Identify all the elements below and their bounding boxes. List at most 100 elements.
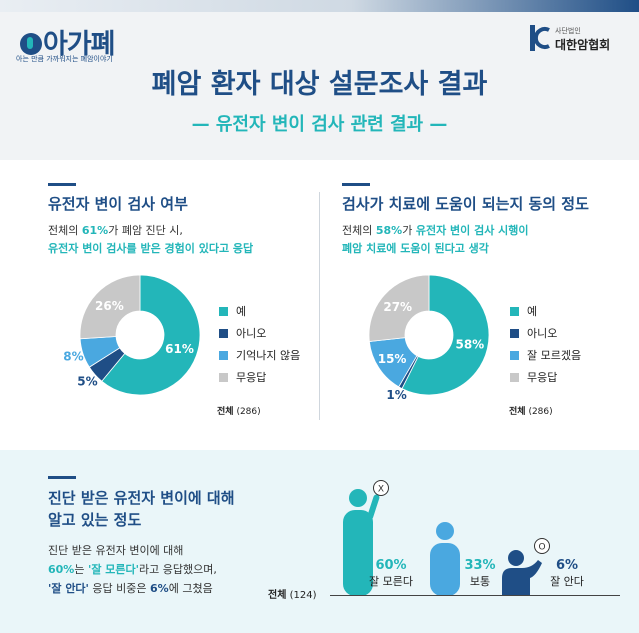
association-logo: 사단법인 대한암협회 (529, 24, 625, 54)
sign-x-label: X (378, 485, 384, 495)
person-not-knowing-icon: X (343, 480, 389, 596)
total-label: 전체 (509, 407, 526, 417)
legend-swatch (510, 350, 519, 360)
total-label: 전체 (268, 590, 287, 601)
pie-slice (101, 274, 201, 396)
legend-label: 예 (236, 305, 247, 318)
top-gradient-bar (0, 0, 639, 12)
total-count: (286) (528, 407, 553, 417)
section2-bar (342, 183, 370, 186)
bar-total: 전체 (124) (268, 586, 316, 601)
s3-percent2: 6% (150, 582, 169, 595)
legend-swatch (510, 306, 519, 316)
s2-desc-highlight: 유전자 변이 검사 시행이 (415, 224, 529, 237)
section3-title-line2: 알고 있는 정도 (48, 511, 142, 529)
s2-desc-text: 전체의 (342, 224, 376, 237)
s3-desc-line2: 60%는 '잘 모른다'라고 응답했으며, (48, 560, 217, 579)
pie-slice-label: 26% (95, 299, 124, 313)
legend-item: 아니오 (510, 322, 581, 344)
section-divider (319, 192, 320, 420)
total-count: (124) (289, 590, 317, 601)
section1-desc-line2: 유전자 변이 검사를 받은 경험이 있다고 응답 (48, 242, 254, 255)
bottom-panel (0, 450, 639, 633)
bar-category-label: 잘 안다 (550, 575, 584, 588)
legend-swatch (219, 328, 228, 338)
legend-item: 아니오 (219, 322, 300, 344)
s1-desc-text: 전체의 (48, 224, 82, 237)
s3-desc-line3: '잘 안다' 응답 비중은 6%에 그쳤음 (48, 579, 217, 598)
bar-value-label: 60% (375, 558, 407, 573)
section3-description: 진단 받은 유전자 변이에 대해 60%는 '잘 모른다'라고 응답했으며, '… (48, 541, 217, 598)
s3-percent: 60% (48, 563, 75, 576)
legend-1: 예 아니오 기억나지 않음 무응답 (219, 300, 300, 388)
legend-item: 기억나지 않음 (219, 344, 300, 366)
section1-desc-line1: 전체의 61%가 폐암 진단 시, (48, 222, 253, 240)
total-count: (286) (236, 407, 261, 417)
legend-label: 아니오 (236, 327, 267, 340)
sign-o-label: O (538, 543, 545, 553)
section2-desc-line2: 폐암 치료에 도움이 된다고 생각 (342, 242, 489, 255)
pie-slice-label: 58% (455, 338, 484, 352)
s2-desc-percent: 58% (375, 224, 403, 237)
legend-swatch (219, 350, 228, 360)
bar-category-label: 잘 모른다 (369, 575, 413, 588)
section1-description: 전체의 61%가 폐암 진단 시, 유전자 변이 검사를 받은 경험이 있다고 … (48, 222, 253, 258)
s1-desc-percent: 61% (81, 224, 109, 237)
legend-label: 무응답 (236, 371, 267, 384)
bar-baseline (330, 595, 620, 596)
pie-slice (368, 274, 430, 342)
legend-swatch (510, 328, 519, 338)
s3-text4: 에 그쳤음 (168, 582, 213, 595)
pie-slice-label: 8% (63, 350, 83, 364)
legend-label: 기억나지 않음 (236, 349, 301, 362)
person-knowing-icon: O (502, 538, 550, 596)
person-average-icon (430, 522, 460, 596)
section3-title-line1: 진단 받은 유전자 변이에 대해 (48, 489, 235, 507)
pie-slice-label: 1% (386, 388, 406, 402)
s2-desc-text2: 가 (402, 224, 416, 237)
logo-mark-icon (20, 33, 42, 55)
logo: 아가폐 (20, 22, 116, 61)
s3-desc-line1: 진단 받은 유전자 변이에 대해 (48, 544, 184, 557)
section2-desc-line1: 전체의 58%가 유전자 변이 검사 시행이 (342, 222, 529, 240)
pie-chart-2: 58% 1% 15% 27% (368, 274, 490, 402)
legend-item: 잘 모르겠음 (510, 344, 581, 366)
bar-stat: 33% 보통 (460, 558, 500, 589)
association-emblem-icon (530, 25, 550, 51)
s3-text2: 라고 응답했으며, (139, 563, 217, 576)
association-type: 사단법인 (555, 27, 581, 35)
legend-item: 예 (510, 300, 581, 322)
pie-slice-label: 15% (378, 352, 407, 366)
section3-bar (48, 476, 76, 479)
s1-desc-text2: 가 폐암 진단 시, (108, 224, 183, 237)
legend-swatch (219, 306, 228, 316)
pie-slice-label: 61% (165, 342, 194, 356)
page-title: 폐암 환자 대상 설문조사 결과 (151, 69, 488, 100)
legend-item: 무응답 (219, 366, 300, 388)
total-label: 전체 (217, 407, 234, 417)
bar-stat: 6% 잘 안다 (542, 558, 592, 589)
legend-label: 아니오 (527, 327, 558, 340)
section3-title: 진단 받은 유전자 변이에 대해 알고 있는 정도 (48, 487, 235, 531)
s3-text3: 응답 비중은 (88, 582, 151, 595)
section2-title: 검사가 치료에 도움이 되는지 동의 정도 (342, 195, 589, 213)
legend-label: 무응답 (527, 371, 558, 384)
pie1-total: 전체 (286) (217, 404, 261, 417)
pie-slice-label: 5% (77, 374, 97, 388)
s3-highlight2: '잘 안다' (48, 582, 89, 595)
bar-value-label: 33% (464, 558, 496, 573)
bar-stat: 60% 잘 모른다 (366, 558, 416, 589)
legend-swatch (219, 372, 228, 382)
pie-slice (401, 274, 490, 396)
s3-text: 는 (74, 563, 88, 576)
pie-chart-1: 61% 5% 8% 26% (63, 274, 201, 396)
section1-title: 유전자 변이 검사 여부 (48, 195, 188, 213)
pie2-total: 전체 (286) (509, 404, 553, 417)
legend-2: 예 아니오 잘 모르겠음 무응답 (510, 300, 581, 388)
logo-tagline: 아는 만큼 가까워지는 폐암이야기 (16, 55, 113, 63)
bar-category-label: 보통 (469, 575, 491, 588)
legend-item: 예 (219, 300, 300, 322)
legend-label: 예 (527, 305, 538, 318)
logo-text: 아가폐 (43, 29, 116, 60)
legend-label: 잘 모르겠음 (527, 349, 582, 362)
